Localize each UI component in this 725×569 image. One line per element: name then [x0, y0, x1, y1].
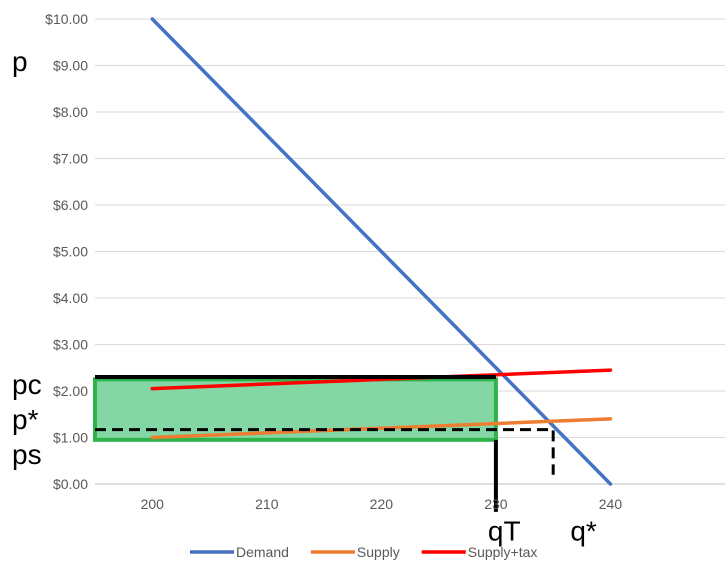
y-tick-label: $3.00	[53, 337, 88, 353]
annotation-pstar: p*	[12, 404, 39, 435]
x-tick-label: 210	[255, 496, 279, 512]
series-layer	[150, 17, 613, 486]
legend-label: Supply+tax	[468, 544, 538, 560]
y-tick-label: $1.00	[53, 430, 88, 446]
x-tick-label: 240	[599, 496, 623, 512]
y-axis-ticks: $0.00 $1.00 $2.00 $3.00 $4.00 $5.00 $6.00 $7.00…	[45, 11, 88, 492]
annotation-ps: ps	[12, 439, 42, 470]
y-tick-label: $10.00	[45, 11, 88, 27]
series-line-supply	[150, 417, 613, 440]
y-tick-label: $5.00	[53, 244, 88, 260]
series-line-demand	[150, 17, 613, 486]
legend-label: Supply	[357, 544, 400, 560]
y-tick-label: $8.00	[53, 104, 88, 120]
legend: Demand Supply Supply+tax	[190, 544, 537, 560]
x-axis-ticks: 200 210 220 230 240	[141, 496, 623, 512]
x-tick-label: 200	[141, 496, 165, 512]
y-tick-label: $6.00	[53, 197, 88, 213]
annotation-qstar: q*	[570, 516, 597, 547]
reference-lines-layer	[95, 375, 555, 512]
y-tick-label: $9.00	[53, 58, 88, 74]
series-line-supply-tax	[150, 368, 613, 391]
legend-label: Demand	[236, 544, 289, 560]
annotation-pc: pc	[12, 369, 42, 400]
y-tick-label: $4.00	[53, 290, 88, 306]
y-tick-label: $0.00	[53, 476, 88, 492]
x-tick-label: 230	[484, 496, 508, 512]
y-tick-label: $7.00	[53, 151, 88, 167]
annotation-qT: qT	[488, 516, 521, 547]
x-tick-label: 220	[370, 496, 394, 512]
y-tick-label: $2.00	[53, 383, 88, 399]
annotation-p: p	[12, 46, 28, 77]
